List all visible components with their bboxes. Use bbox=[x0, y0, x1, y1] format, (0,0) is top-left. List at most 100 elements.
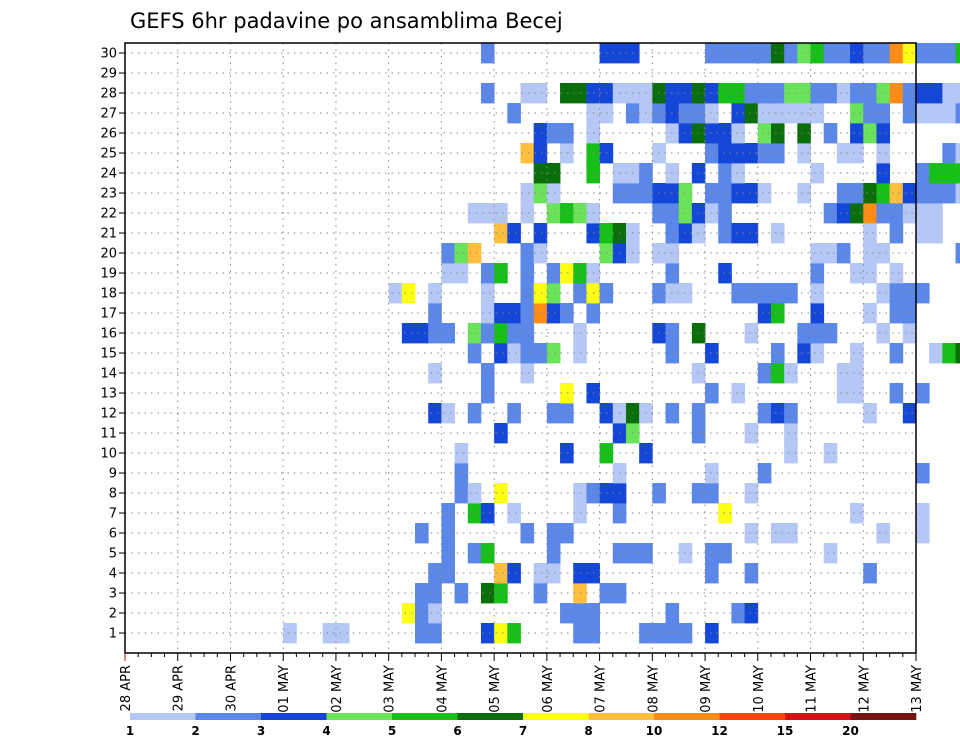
heatmap-cell bbox=[283, 623, 297, 644]
heatmap-cell bbox=[467, 543, 482, 564]
colorbar-tick-label: 6 bbox=[453, 724, 461, 738]
heatmap-cell bbox=[533, 303, 548, 324]
heatmap-cell bbox=[467, 343, 482, 364]
heatmap-cell bbox=[494, 263, 508, 284]
y-tick-label: 2 bbox=[109, 607, 117, 622]
heatmap-cell bbox=[876, 323, 891, 344]
heatmap-cell bbox=[731, 143, 746, 164]
heatmap-cell bbox=[494, 303, 508, 324]
heatmap-cell bbox=[876, 123, 891, 144]
heatmap-cell bbox=[929, 83, 943, 104]
cells-layer bbox=[283, 43, 960, 644]
heatmap-cell bbox=[691, 403, 706, 424]
heatmap-cell bbox=[546, 303, 561, 324]
heatmap-cell bbox=[889, 223, 904, 244]
x-tick-label: 07 MAY bbox=[594, 665, 609, 713]
heatmap-cell bbox=[863, 223, 877, 244]
heatmap-cell bbox=[507, 103, 521, 124]
heatmap-cell bbox=[441, 323, 455, 344]
heatmap-cell bbox=[480, 383, 495, 404]
heatmap-cell bbox=[902, 303, 917, 324]
heatmap-cell bbox=[770, 283, 785, 304]
y-tick-label: 21 bbox=[100, 227, 117, 242]
heatmap-cell bbox=[718, 263, 732, 284]
heatmap-cell bbox=[942, 163, 956, 184]
heatmap-cell bbox=[454, 443, 469, 464]
heatmap-cell bbox=[916, 383, 930, 404]
heatmap-cell bbox=[705, 143, 719, 164]
heatmap-cell bbox=[836, 43, 851, 64]
y-tick-label: 10 bbox=[100, 447, 117, 462]
heatmap-cell bbox=[770, 83, 785, 104]
heatmap-cell bbox=[744, 423, 759, 444]
heatmap-cell bbox=[916, 223, 930, 244]
heatmap-cell bbox=[428, 323, 442, 344]
heatmap-cell bbox=[718, 163, 732, 184]
colorbar-swatch bbox=[654, 713, 720, 720]
heatmap-cell bbox=[823, 123, 838, 144]
heatmap-cell bbox=[428, 403, 442, 424]
heatmap-cell bbox=[454, 583, 469, 604]
heatmap-cell bbox=[494, 203, 508, 224]
heatmap-cell bbox=[560, 303, 574, 324]
heatmap-cell bbox=[507, 343, 521, 364]
heatmap-cell bbox=[560, 263, 574, 284]
heatmap-cell bbox=[731, 603, 746, 624]
y-tick-label: 4 bbox=[109, 567, 117, 582]
heatmap-cell bbox=[955, 103, 960, 124]
heatmap-cell bbox=[546, 543, 561, 564]
heatmap-cell bbox=[731, 283, 746, 304]
heatmap-cell bbox=[823, 203, 838, 224]
heatmap-cell bbox=[876, 243, 891, 264]
heatmap-cell bbox=[494, 343, 508, 364]
y-tick-label: 18 bbox=[100, 287, 117, 302]
heatmap-cell bbox=[546, 563, 561, 584]
heatmap-cell bbox=[850, 83, 864, 104]
y-tick-label: 30 bbox=[100, 47, 117, 62]
heatmap-cell bbox=[335, 623, 350, 644]
heatmap-cell bbox=[863, 263, 877, 284]
heatmap-cell bbox=[942, 143, 956, 164]
heatmap-cell bbox=[705, 563, 719, 584]
heatmap-cell bbox=[850, 183, 864, 204]
y-tick-label: 26 bbox=[100, 127, 117, 142]
colorbar-swatch bbox=[457, 713, 524, 720]
heatmap-cell bbox=[797, 43, 811, 64]
colorbar-swatch bbox=[130, 713, 196, 720]
y-tick-label: 19 bbox=[100, 267, 117, 282]
heatmap-cell bbox=[705, 343, 719, 364]
heatmap-cell bbox=[863, 83, 877, 104]
heatmap-cell bbox=[757, 43, 772, 64]
heatmap-cell bbox=[705, 103, 719, 124]
heatmap-cell bbox=[889, 283, 904, 304]
heatmap-cell bbox=[480, 283, 495, 304]
heatmap-cell bbox=[942, 83, 956, 104]
heatmap-cell bbox=[863, 243, 877, 264]
heatmap-cell bbox=[850, 263, 864, 284]
heatmap-cell bbox=[757, 123, 772, 144]
heatmap-cell bbox=[691, 483, 706, 504]
heatmap-cell bbox=[744, 523, 759, 544]
heatmap-cell bbox=[863, 403, 877, 424]
heatmap-cell bbox=[731, 43, 746, 64]
heatmap-cell bbox=[902, 203, 917, 224]
heatmap-cell bbox=[467, 503, 482, 524]
heatmap-cell bbox=[560, 523, 574, 544]
heatmap-cell bbox=[784, 103, 798, 124]
heatmap-cell bbox=[929, 103, 943, 124]
heatmap-cell bbox=[902, 43, 917, 64]
heatmap-cell bbox=[836, 183, 851, 204]
heatmap-cell bbox=[770, 223, 785, 244]
heatmap-cell bbox=[560, 143, 574, 164]
heatmap-cell bbox=[507, 623, 521, 644]
heatmap-cell bbox=[705, 623, 719, 644]
colorbar-swatch bbox=[719, 713, 786, 720]
heatmap-cell bbox=[454, 463, 469, 484]
heatmap-cell bbox=[810, 103, 825, 124]
heatmap-cell bbox=[691, 163, 706, 184]
heatmap-cell bbox=[507, 223, 521, 244]
heatmap-cell bbox=[533, 243, 548, 264]
heatmap-cell bbox=[942, 183, 956, 204]
heatmap-cell bbox=[770, 303, 785, 324]
y-tick-label: 8 bbox=[109, 487, 117, 502]
